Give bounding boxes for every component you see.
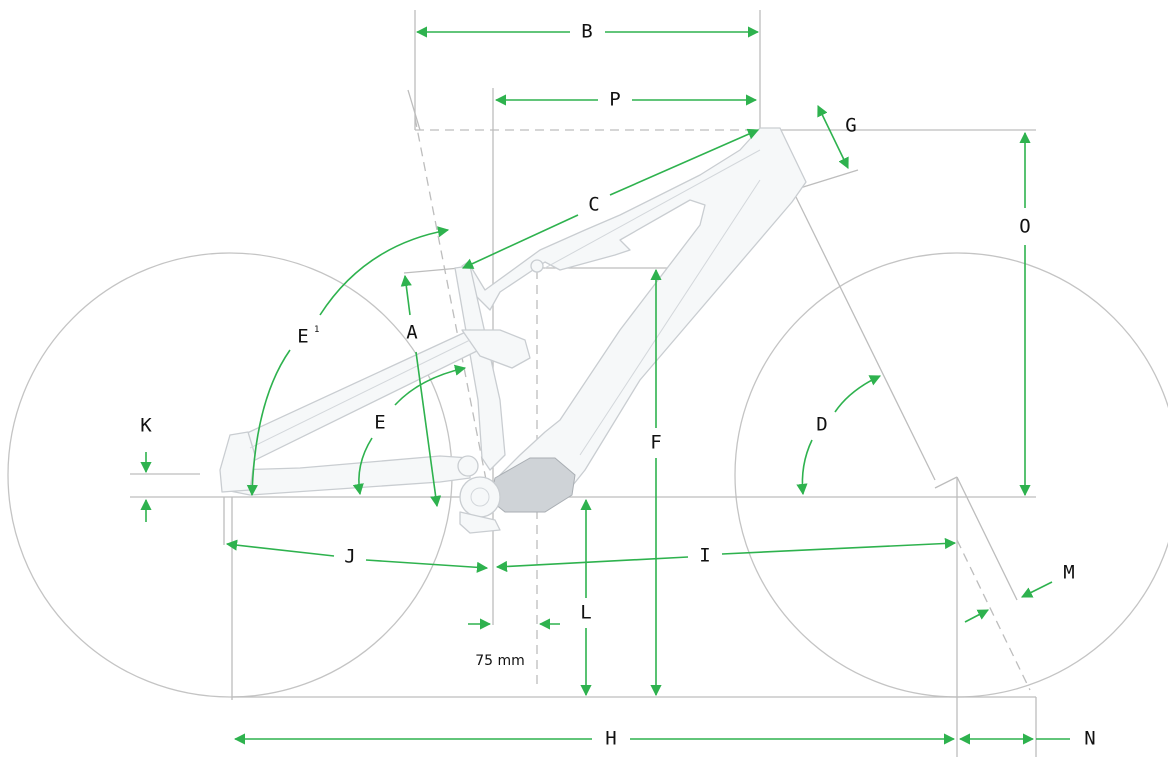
arrow-C-upper	[609, 128, 760, 196]
arc-E-upper	[394, 364, 467, 406]
arc-D-upper	[834, 375, 882, 413]
dimension-labels: B P G C O E 1 A E F D K J I L M H N 75 m…	[140, 21, 1095, 750]
arc-D-lower	[796, 439, 813, 496]
steering-axis-dashed	[956, 539, 1031, 691]
label-M: M	[1063, 562, 1074, 584]
arrow-A-lower	[415, 351, 442, 508]
label-P: P	[609, 89, 620, 111]
arrow-G	[817, 104, 849, 170]
arrow-A-upper	[400, 274, 412, 316]
label-K: K	[140, 415, 152, 437]
arc-E1-lower	[246, 349, 291, 497]
a-top-ref	[403, 267, 461, 274]
label-I: I	[699, 545, 710, 567]
stay-detail	[249, 339, 471, 449]
arrow-J-right	[365, 559, 489, 573]
seat-post-top	[407, 89, 421, 131]
label-E: E	[374, 412, 385, 434]
reference-lines	[130, 10, 1037, 757]
label-E1: E	[297, 326, 308, 348]
chain-stay-pivot	[457, 455, 479, 477]
fork-offset-line-a	[934, 476, 958, 489]
arrow-I-right	[721, 537, 957, 555]
arrow-M-lower	[964, 609, 989, 623]
steering-axis	[794, 194, 936, 481]
front-wheel	[734, 252, 1168, 698]
label-J: J	[344, 546, 355, 568]
wheels	[7, 252, 1168, 698]
label-G: G	[845, 115, 856, 137]
front-triangle	[461, 127, 807, 501]
label-O: O	[1019, 216, 1030, 238]
bike-frame	[219, 127, 807, 534]
label-N: N	[1084, 728, 1095, 750]
seat-tube	[454, 265, 506, 471]
arrow-I-left	[495, 556, 689, 573]
rear-dropout	[219, 431, 256, 493]
label-H: H	[605, 728, 616, 750]
motor-housing	[489, 457, 576, 513]
top-pivot	[530, 259, 544, 273]
chainring	[459, 476, 501, 518]
arc-E-lower	[352, 437, 373, 496]
label-D: D	[816, 414, 827, 436]
rocker-link	[461, 329, 531, 369]
g-ref-line	[799, 169, 859, 189]
fork-offset-line-b	[956, 476, 1018, 601]
skid-plate	[459, 511, 501, 534]
label-C: C	[588, 194, 599, 216]
seat-stay	[231, 329, 486, 466]
top-tube-detail	[544, 149, 761, 269]
arrow-J-left	[225, 539, 335, 557]
label-L: L	[580, 602, 591, 624]
seat-tube-dashed	[414, 117, 491, 501]
dimension-arrows	[140, 26, 1070, 745]
label-F: F	[650, 432, 661, 454]
label-E1-superscript: 1	[314, 325, 319, 335]
arrow-M-upper	[1020, 581, 1053, 598]
arc-E1-upper	[319, 226, 450, 316]
down-tube-detail	[579, 179, 761, 456]
label-A: A	[406, 322, 418, 344]
bottom-bracket	[470, 487, 490, 507]
arrow-C-lower	[461, 214, 579, 269]
label-offset-75mm: 75 mm	[475, 653, 525, 669]
label-B: B	[581, 21, 592, 43]
